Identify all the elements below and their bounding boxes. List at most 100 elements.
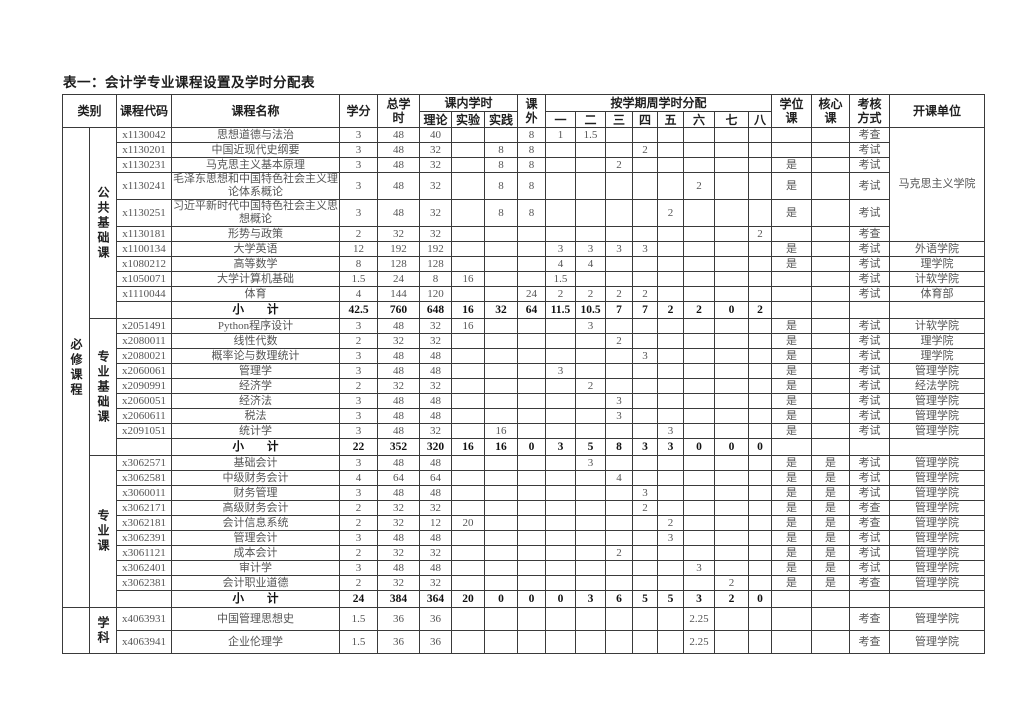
cell-total-hours: 32: [377, 575, 421, 591]
cell-semester-2: 3: [575, 455, 607, 471]
cell-theory-hours: 36: [419, 607, 453, 631]
cell-semester-3: [605, 560, 634, 576]
cell-theory-hours: 32: [419, 500, 453, 516]
cell-semester-4: [632, 172, 659, 200]
cell-degree-course: [771, 271, 813, 287]
cell-semester-1: [545, 393, 577, 409]
cell-semester-8: [748, 241, 773, 257]
cell-extra-hours: 8: [517, 172, 547, 200]
cell-practice-hours: [484, 127, 519, 143]
cell-offering-unit: 管理学院: [889, 470, 986, 486]
cell-core-course: [811, 127, 851, 143]
cell-semester-4: 7: [632, 301, 659, 319]
cell-semester-7: [714, 515, 750, 531]
cell-experiment-hours: [451, 378, 486, 394]
cell-semester-2: [575, 607, 607, 631]
header-semester-6: 六: [683, 111, 716, 128]
cell-degree-course: 是: [771, 470, 813, 486]
course-row: x1080212 高等数学 8 128 128 4 4 是考试 理学院: [63, 256, 986, 272]
cell-offering-unit: 管理学院: [889, 423, 986, 439]
cell-semester-3: [605, 127, 634, 143]
cell-semester-1: 3: [545, 363, 577, 379]
cell-semester-5: 5: [657, 590, 685, 608]
cell-practice-hours: [484, 485, 519, 501]
cell-semester-7: [714, 172, 750, 200]
cell-course-code: x2091051: [116, 423, 173, 439]
cell-semester-8: [748, 423, 773, 439]
course-row: x3062171 高级财务会计 2 32 32 2 是是考查 管理学院: [63, 500, 986, 516]
header-total-hours: 总学 时: [377, 94, 421, 128]
cell-semester-3: [605, 455, 634, 471]
cell-semester-2: 4: [575, 256, 607, 272]
cell-offering-unit: 管理学院: [889, 408, 986, 424]
cell-semester-3: [605, 199, 634, 227]
cell-degree-course: 是: [771, 393, 813, 409]
cell-semester-6: [683, 157, 716, 173]
cell-course-name: 统计学: [171, 423, 341, 439]
cell-semester-7: [714, 378, 750, 394]
cell-degree-course: [771, 226, 813, 242]
cell-core-course: [811, 363, 851, 379]
cell-semester-3: [605, 630, 634, 654]
cell-theory-hours: 120: [419, 286, 453, 302]
course-row: x2060051 经济法 3 48 48 3 是考试 管理学院: [63, 393, 986, 409]
cell-experiment-hours: [451, 226, 486, 242]
cell-semester-4: [632, 630, 659, 654]
cell-degree-course: [771, 607, 813, 631]
cell-semester-6: [683, 378, 716, 394]
cell-course-name: 中国近现代史纲要: [171, 142, 341, 158]
cell-credits: 4: [339, 470, 379, 486]
cell-credits: 3: [339, 142, 379, 158]
cell-credits: 3: [339, 530, 379, 546]
cell-assessment: 考试: [849, 256, 891, 272]
cell-course-code: x2060051: [116, 393, 173, 409]
cell-credits: 3: [339, 485, 379, 501]
cell-assessment: 考查: [849, 500, 891, 516]
cell-semester-4: 3: [632, 348, 659, 364]
cell-course-code: x2080011: [116, 333, 173, 349]
cell-core-course: [811, 286, 851, 302]
cell-practice-hours: 8: [484, 157, 519, 173]
cell-degree-course: 是: [771, 423, 813, 439]
header-in-class: 课内学时: [419, 94, 519, 112]
cell-credits: 1.5: [339, 271, 379, 287]
cell-total-hours: 48: [377, 485, 421, 501]
cell-credits: 22: [339, 438, 379, 456]
cell-experiment-hours: 16: [451, 271, 486, 287]
cell-semester-5: [657, 241, 685, 257]
cell-semester-1: [545, 172, 577, 200]
cell-semester-5: [657, 271, 685, 287]
cell-experiment-hours: [451, 607, 486, 631]
cell-course-code: x3062391: [116, 530, 173, 546]
cell-semester-8: [748, 348, 773, 364]
cell-course-code: x1130201: [116, 142, 173, 158]
cell-experiment-hours: [451, 630, 486, 654]
cell-total-hours: 144: [377, 286, 421, 302]
cell-experiment-hours: [451, 348, 486, 364]
cell-theory-hours: 32: [419, 142, 453, 158]
cell-offering-unit: 计软学院: [889, 318, 986, 334]
course-row: x2060061 管理学 3 48 48 3 是考试 管理学院: [63, 363, 986, 379]
cell-semester-6: [683, 575, 716, 591]
cell-course-name: 成本会计: [171, 545, 341, 561]
cell-semester-6: 3: [683, 590, 716, 608]
cell-experiment-hours: [451, 575, 486, 591]
cell-experiment-hours: 16: [451, 438, 486, 456]
cell-theory-hours: 192: [419, 241, 453, 257]
cell-semester-6: 2: [683, 172, 716, 200]
cell-semester-6: [683, 199, 716, 227]
cell-semester-1: [545, 333, 577, 349]
cell-assessment: 考查: [849, 607, 891, 631]
cell-semester-8: [748, 378, 773, 394]
cell-semester-8: [748, 142, 773, 158]
course-row: 必修课程 公共基础课 x1130042 思想道德与法治 3 48 40 8 1 1.5 考查 马克思主…: [62, 127, 986, 608]
cell-course-code: x3062571: [116, 455, 173, 471]
cell-course-code: x1050071: [116, 271, 173, 287]
header-extra: 课 外: [517, 94, 547, 128]
cell-semester-2: [575, 172, 607, 200]
cell-assessment: 考试: [849, 408, 891, 424]
cell-core-course: 是: [811, 530, 851, 546]
cell-core-course: [811, 393, 851, 409]
cell-practice-hours: [484, 607, 519, 631]
cell-theory-hours: 32: [419, 575, 453, 591]
